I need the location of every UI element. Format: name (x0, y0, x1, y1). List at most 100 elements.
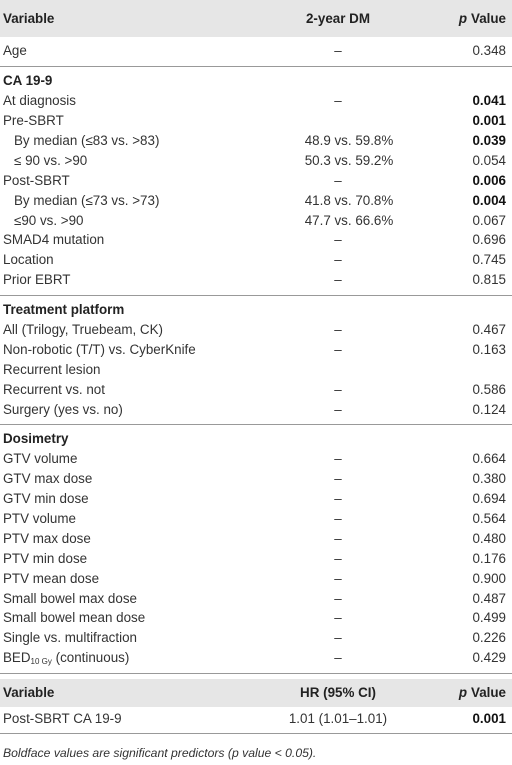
variable-text: SMAD4 mutation (3, 232, 105, 248)
variable-suffix: (continuous) (51, 649, 130, 665)
p-cell: 0.001 (423, 711, 512, 726)
table-section: Dosimetry GTV volume – 0.664 GTV max dose – 0.… (0, 425, 512, 674)
header-cell: p Value (423, 11, 512, 26)
p-cell: 0.429 (423, 650, 512, 665)
table-section: Post-SBRT CA 19-9 1.01 (1.01–1.01) 0.001 (0, 707, 512, 734)
value-cell: 47.7 vs. 66.6% (264, 213, 434, 228)
value-text: – (334, 590, 342, 606)
value-cell: 1.01 (1.01–1.01) (253, 711, 423, 726)
value-text: – (334, 530, 342, 546)
p-text: 0.564 (472, 511, 506, 527)
variable-text: GTV min dose (3, 491, 89, 507)
table-row: PTV mean dose – 0.900 (0, 568, 512, 588)
p-cell: 0.499 (423, 610, 512, 625)
variable-cell: PTV volume (0, 511, 253, 526)
p-text: 0.348 (472, 43, 506, 59)
p-text: 0.054 (472, 152, 506, 168)
value-text: 41.8 vs. 70.8% (304, 192, 394, 208)
value-text: – (334, 43, 342, 59)
value-cell: – (253, 471, 423, 486)
variable-cell: Post-SBRT (0, 173, 253, 188)
p-text: 0.226 (472, 630, 506, 646)
p-text: 0.480 (472, 530, 506, 546)
variable-cell: Prior EBRT (0, 272, 253, 287)
table-section: CA 19-9 At diagnosis – 0.041 Pre-SBRT 0.001 By… (0, 67, 512, 296)
value-text: – (334, 610, 342, 626)
variable-cell: PTV mean dose (0, 571, 253, 586)
variable-cell: Non-robotic (T/T) vs. CyberKnife (0, 342, 253, 357)
section-title: Dosimetry (3, 431, 69, 447)
table-row: Non-robotic (T/T) vs. CyberKnife – 0.163 (0, 339, 512, 359)
value-text: – (334, 401, 342, 417)
variable-text: Non-robotic (T/T) vs. CyberKnife (3, 341, 196, 357)
p-text: 0.001 (472, 113, 506, 129)
variable-text: PTV min dose (3, 550, 88, 566)
value-text: – (334, 272, 342, 288)
table-row: All (Trilogy, Truebeam, CK) – 0.467 (0, 320, 512, 340)
table-row: By median (≤83 vs. >83) 48.9 vs. 59.8% 0.0… (0, 131, 512, 151)
variable-text: PTV max dose (3, 530, 91, 546)
p-text: 0.815 (472, 272, 506, 288)
variable-cell: Recurrent lesion (0, 362, 253, 377)
p-cell: 0.348 (423, 43, 512, 58)
p-text: 0.694 (472, 491, 506, 507)
value-text: – (334, 381, 342, 397)
header-word: Value (471, 685, 506, 701)
variable-text: Single vs. multifraction (3, 630, 137, 646)
variable-text: By median (≤83 vs. >83) (14, 133, 160, 148)
variable-cell: Age (0, 43, 253, 58)
value-cell: 41.8 vs. 70.8% (264, 193, 434, 208)
value-cell: – (253, 402, 423, 417)
value-cell: – (253, 93, 423, 108)
value-text: – (334, 511, 342, 527)
p-text: 0.664 (472, 451, 506, 467)
variable-text: Small bowel max dose (3, 590, 137, 606)
variable-cell: Surgery (yes vs. no) (0, 402, 253, 417)
variable-text: BED (3, 649, 31, 665)
value-cell: 50.3 vs. 59.2% (264, 153, 434, 168)
variable-text: At diagnosis (3, 93, 76, 109)
value-text: – (334, 570, 342, 586)
p-text: 0.900 (472, 570, 506, 586)
p-text: 0.001 (472, 711, 506, 727)
variable-text: PTV mean dose (3, 570, 100, 586)
header-row: Variable HR (95% CI) p Value (0, 678, 512, 707)
variable-text: Recurrent vs. not (3, 381, 105, 397)
p-text: 0.163 (472, 341, 506, 357)
table-row: Small bowel mean dose – 0.499 (0, 608, 512, 628)
section-title: Treatment platform (3, 302, 125, 318)
table-row: PTV min dose – 0.176 (0, 548, 512, 568)
footnote: Boldface values are significant predicto… (3, 745, 317, 760)
variable-cell: GTV max dose (0, 471, 253, 486)
p-text: 0.487 (472, 590, 506, 606)
table-section: Age – 0.348 (0, 37, 512, 67)
value-cell: – (253, 650, 423, 665)
table-row: Post-SBRT CA 19-9 1.01 (1.01–1.01) 0.001 (0, 709, 512, 729)
variable-cell: SMAD4 mutation (0, 232, 253, 247)
table-row: Recurrent vs. not – 0.586 (0, 379, 512, 399)
variable-text: Prior EBRT (3, 272, 71, 288)
variable-text: GTV volume (3, 451, 78, 467)
table-row: Recurrent lesion (0, 359, 512, 379)
variable-text: By median (≤73 vs. >73) (14, 192, 160, 208)
p-text: 0.429 (472, 650, 506, 666)
p-text: 0.004 (472, 192, 506, 208)
p-cell: 0.054 (434, 153, 512, 168)
p-cell: 0.900 (423, 571, 512, 586)
value-cell: – (253, 610, 423, 625)
variable-cell: Post-SBRT CA 19-9 (0, 711, 253, 726)
header-cell: Variable (3, 685, 55, 701)
p-text: 0.124 (472, 401, 506, 417)
table-row: GTV volume – 0.664 (0, 449, 512, 469)
variable-cell: Small bowel mean dose (0, 610, 253, 625)
value-cell: – (253, 43, 423, 58)
p-cell: 0.564 (423, 511, 512, 526)
p-cell: 0.039 (434, 133, 512, 148)
variable-cell: By median (≤83 vs. >83) (0, 133, 264, 148)
section-title: CA 19-9 (3, 73, 53, 89)
p-text: 0.380 (472, 471, 506, 487)
variable-cell: All (Trilogy, Truebeam, CK) (0, 322, 253, 337)
table-section: Treatment platform All (Trilogy, Truebeam… (0, 296, 512, 426)
p-text: 0.039 (472, 133, 506, 148)
